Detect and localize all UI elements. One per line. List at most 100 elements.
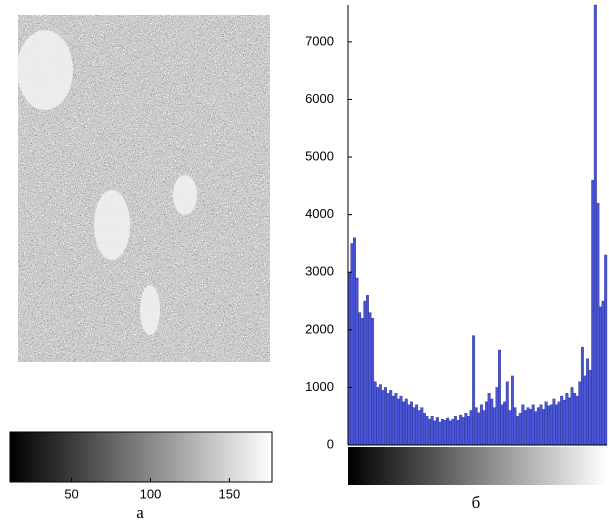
bar xyxy=(415,404,419,446)
bar xyxy=(358,312,362,446)
bar xyxy=(578,381,582,446)
bar xyxy=(456,420,460,446)
bar xyxy=(487,393,491,446)
bar xyxy=(505,381,509,446)
bar xyxy=(384,387,388,446)
bar xyxy=(482,410,486,446)
bar xyxy=(410,401,413,446)
bar xyxy=(441,418,444,446)
bar xyxy=(376,387,380,446)
bar xyxy=(490,398,494,446)
bar xyxy=(422,413,426,446)
y-tick-label: 2000 xyxy=(305,321,334,336)
y-tick-label: 3000 xyxy=(305,264,334,279)
bar xyxy=(394,393,398,446)
bar xyxy=(557,401,561,446)
bar xyxy=(588,369,592,446)
bar xyxy=(539,404,543,446)
bar xyxy=(417,410,421,446)
bar xyxy=(474,407,478,446)
bar xyxy=(404,398,408,446)
y-tick-label: 7000 xyxy=(305,33,334,48)
y-tick-label: 5000 xyxy=(305,148,334,163)
bar xyxy=(459,414,463,446)
bar xyxy=(560,395,564,446)
bar xyxy=(511,375,514,446)
bar xyxy=(466,416,470,446)
bar xyxy=(601,300,605,446)
bar xyxy=(438,421,442,446)
y-tick-label: 0 xyxy=(327,436,334,451)
bar xyxy=(363,300,367,446)
bar xyxy=(485,401,489,446)
bar xyxy=(536,407,540,446)
bar xyxy=(461,417,465,446)
bar xyxy=(428,418,432,446)
bar xyxy=(464,413,468,446)
bar xyxy=(503,401,507,446)
y-tick-label: 4000 xyxy=(305,206,334,221)
bar xyxy=(495,387,499,446)
colorbar xyxy=(348,447,607,485)
colorbar-tick-label: 150 xyxy=(219,486,241,501)
colorbar-tick-label: 100 xyxy=(140,486,162,501)
bar xyxy=(526,407,530,446)
bar xyxy=(433,420,437,446)
bar xyxy=(389,390,393,446)
bar xyxy=(500,404,504,446)
bar xyxy=(521,404,525,446)
image-highlights xyxy=(17,30,197,335)
bar xyxy=(360,318,364,446)
bar xyxy=(492,407,496,446)
bar xyxy=(386,393,390,446)
bar xyxy=(575,395,579,446)
bar xyxy=(516,416,520,446)
bar xyxy=(544,401,548,446)
bar xyxy=(604,254,608,446)
bar xyxy=(565,393,569,446)
bar xyxy=(454,416,457,446)
bar xyxy=(397,398,400,446)
bar xyxy=(469,410,473,446)
bar xyxy=(498,349,501,446)
bar xyxy=(596,202,600,446)
bar xyxy=(425,416,429,446)
bar xyxy=(586,358,590,446)
bar xyxy=(552,398,556,446)
bar xyxy=(534,411,538,446)
bar xyxy=(573,393,577,446)
bar xyxy=(402,401,406,446)
bar xyxy=(555,404,558,446)
bar xyxy=(368,312,372,446)
colorbar xyxy=(9,431,273,483)
bar xyxy=(580,346,584,446)
panel-label: б xyxy=(472,493,481,512)
bar xyxy=(477,412,481,446)
bar xyxy=(593,4,597,446)
bar xyxy=(570,387,574,446)
panel-label: а xyxy=(136,503,144,522)
bar xyxy=(407,404,411,446)
bar xyxy=(518,413,522,446)
bar xyxy=(353,237,356,446)
bar xyxy=(451,418,455,446)
bar xyxy=(399,395,403,446)
bar xyxy=(542,409,545,446)
bar xyxy=(446,417,450,446)
bar xyxy=(523,410,527,446)
bar xyxy=(529,409,533,446)
bar xyxy=(355,277,359,446)
bar xyxy=(531,404,535,446)
colorbar-tick-label: 50 xyxy=(64,486,78,501)
bar xyxy=(350,243,354,446)
bar xyxy=(378,384,382,446)
bar xyxy=(513,407,517,446)
bar xyxy=(373,381,377,446)
bar xyxy=(420,407,424,446)
bar xyxy=(549,404,553,446)
bar xyxy=(568,397,571,446)
y-tick-label: 6000 xyxy=(305,91,334,106)
bar xyxy=(591,179,595,446)
bar xyxy=(435,417,439,446)
